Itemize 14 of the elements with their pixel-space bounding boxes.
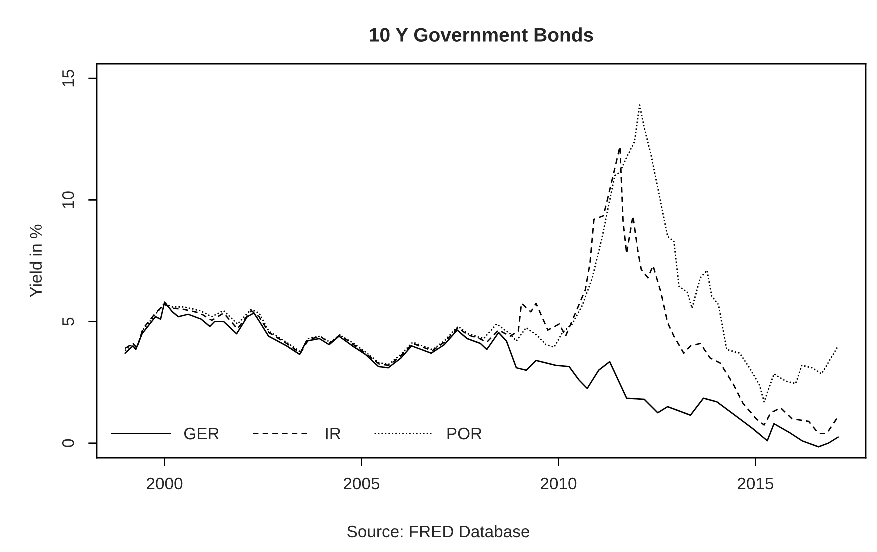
- source-note: Source: FRED Database: [348, 525, 530, 538]
- chart-title: 10 Y Government Bonds: [370, 28, 594, 42]
- legend-label: GER: [184, 428, 220, 440]
- y-tick-label: 10: [62, 192, 74, 208]
- x-tick-label: 2000: [147, 478, 183, 490]
- x-tick-label: 2010: [541, 478, 577, 490]
- y-tick-label: 15: [62, 70, 74, 87]
- legend-label: IR: [326, 428, 341, 440]
- y-axis-title: Yield in %: [30, 224, 42, 298]
- y-tick-label: 0: [62, 439, 74, 448]
- x-tick-label: 2015: [738, 478, 774, 490]
- y-tick-label: 5: [62, 318, 74, 326]
- x-tick-label: 2005: [344, 478, 380, 490]
- legend-label: POR: [448, 428, 482, 440]
